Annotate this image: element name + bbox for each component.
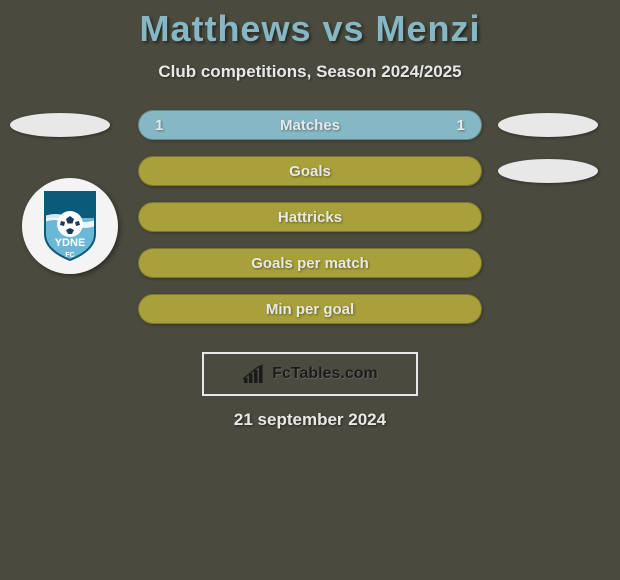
site-name: FcTables.com <box>272 365 378 383</box>
team-shield: YDNE FC <box>39 190 101 262</box>
left-cap-matches <box>10 113 110 137</box>
stat-pill-mpg: Min per goal <box>138 294 482 324</box>
comparison-title: Matthews vs Menzi <box>0 0 620 50</box>
site-attribution[interactable]: FcTables.com <box>202 352 418 396</box>
chart-icon <box>242 364 266 384</box>
stat-pill-hattricks: Hattricks <box>138 202 482 232</box>
right-cap-matches <box>498 113 598 137</box>
comparison-subtitle: Club competitions, Season 2024/2025 <box>0 62 620 82</box>
stat-label: Matches <box>139 117 481 134</box>
stat-label: Goals per match <box>139 255 481 272</box>
stat-row-goals: Goals <box>0 156 620 186</box>
team-badge: YDNE FC <box>22 178 118 274</box>
snapshot-date: 21 september 2024 <box>0 410 620 430</box>
stat-label: Hattricks <box>139 209 481 226</box>
badge-subcode: FC <box>65 252 74 259</box>
right-cap-goals <box>498 159 598 183</box>
stat-pill-matches: 1 Matches 1 <box>138 110 482 140</box>
stat-row-mpg: Min per goal <box>0 294 620 324</box>
stat-pill-gpm: Goals per match <box>138 248 482 278</box>
stat-right-value: 1 <box>457 117 465 134</box>
stat-row-matches: 1 Matches 1 <box>0 110 620 140</box>
stat-pill-goals: Goals <box>138 156 482 186</box>
stat-label: Goals <box>139 163 481 180</box>
badge-team-code: YDNE <box>55 237 86 249</box>
stat-label: Min per goal <box>139 301 481 318</box>
